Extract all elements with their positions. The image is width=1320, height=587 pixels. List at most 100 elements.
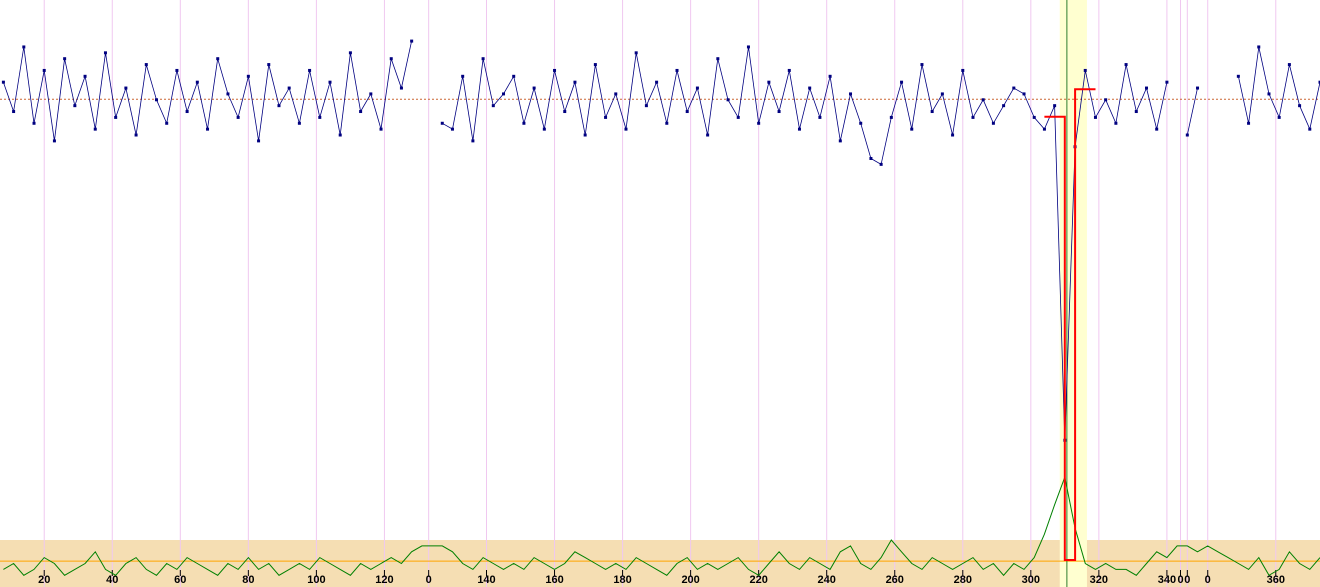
x-tick-label: 40 xyxy=(106,574,118,586)
data-point xyxy=(1124,63,1128,67)
data-point xyxy=(930,110,934,114)
data-point xyxy=(1298,104,1302,108)
data-point xyxy=(73,104,77,108)
data-point xyxy=(706,133,710,137)
data-point xyxy=(257,139,261,143)
data-point xyxy=(1236,74,1240,78)
data-point xyxy=(716,57,720,61)
data-point xyxy=(1257,45,1261,49)
data-point xyxy=(83,74,87,78)
data-point xyxy=(1083,68,1087,72)
data-point xyxy=(399,86,403,90)
data-point xyxy=(991,121,995,125)
data-point xyxy=(1287,63,1291,67)
data-point xyxy=(1185,133,1189,137)
data-point xyxy=(900,80,904,84)
data-point xyxy=(32,121,36,125)
data-point xyxy=(93,127,97,131)
data-point xyxy=(563,110,567,114)
data-point xyxy=(644,104,648,108)
data-point xyxy=(634,51,638,55)
data-point xyxy=(369,92,373,96)
data-point xyxy=(879,162,883,166)
data-point xyxy=(1247,121,1251,125)
data-point xyxy=(1093,115,1097,119)
data-point xyxy=(961,68,965,72)
x-tick-label: 260 xyxy=(886,574,904,586)
step-line xyxy=(1044,88,1096,561)
data-point xyxy=(604,115,608,119)
data-point xyxy=(1002,104,1006,108)
data-point xyxy=(471,139,475,143)
data-point xyxy=(144,63,148,67)
data-point xyxy=(1267,92,1271,96)
data-point xyxy=(553,68,557,72)
data-point xyxy=(481,57,485,61)
data-point xyxy=(981,98,985,102)
data-point xyxy=(308,68,312,72)
data-point xyxy=(450,127,454,131)
data-point xyxy=(1196,86,1200,90)
x-tick-label: 20 xyxy=(38,574,50,586)
data-point xyxy=(216,57,220,61)
data-point xyxy=(695,86,699,90)
data-point xyxy=(154,98,158,102)
data-point xyxy=(1155,127,1159,131)
data-point xyxy=(226,92,230,96)
data-point xyxy=(338,133,342,137)
x-tick-label: 120 xyxy=(375,574,393,586)
data-point xyxy=(1144,86,1148,90)
data-point xyxy=(1,80,5,84)
data-point xyxy=(920,63,924,67)
data-point xyxy=(1042,127,1046,131)
data-point xyxy=(971,115,975,119)
data-point xyxy=(502,92,506,96)
data-point xyxy=(859,121,863,125)
data-point xyxy=(777,110,781,114)
data-point xyxy=(542,127,546,131)
data-point xyxy=(206,127,210,131)
data-point xyxy=(1053,104,1057,108)
data-point xyxy=(328,80,332,84)
data-point xyxy=(910,127,914,131)
data-point xyxy=(175,68,179,72)
series-line xyxy=(3,475,1320,577)
data-point xyxy=(797,127,801,131)
data-point xyxy=(746,45,750,49)
data-point xyxy=(1104,98,1108,102)
x-tick-label: 0 xyxy=(1177,574,1183,586)
data-point xyxy=(165,121,169,125)
data-point xyxy=(52,139,56,143)
data-point xyxy=(767,80,771,84)
x-tick-label: 100 xyxy=(307,574,325,586)
data-point xyxy=(808,86,812,90)
data-point xyxy=(1032,115,1036,119)
data-point xyxy=(134,133,138,137)
data-point xyxy=(1012,86,1016,90)
x-tick-label: 80 xyxy=(242,574,254,586)
data-point xyxy=(573,80,577,84)
data-point xyxy=(277,104,281,108)
data-point xyxy=(1277,115,1281,119)
data-point xyxy=(236,115,240,119)
data-point xyxy=(287,86,291,90)
data-point xyxy=(195,80,199,84)
data-point xyxy=(42,68,46,72)
data-point xyxy=(1318,80,1320,84)
data-point xyxy=(757,121,761,125)
data-point xyxy=(348,51,352,55)
x-tick-label: 240 xyxy=(818,574,836,586)
data-point xyxy=(318,115,322,119)
data-point xyxy=(828,74,832,78)
data-point xyxy=(787,68,791,72)
data-point xyxy=(389,57,393,61)
lower-band xyxy=(0,540,1320,587)
x-tick-label: 0 xyxy=(426,574,432,586)
data-point xyxy=(63,57,67,61)
data-point xyxy=(522,121,526,125)
x-tick-label: 340 xyxy=(1158,574,1176,586)
data-point xyxy=(614,92,618,96)
x-tick-label: 300 xyxy=(1022,574,1040,586)
